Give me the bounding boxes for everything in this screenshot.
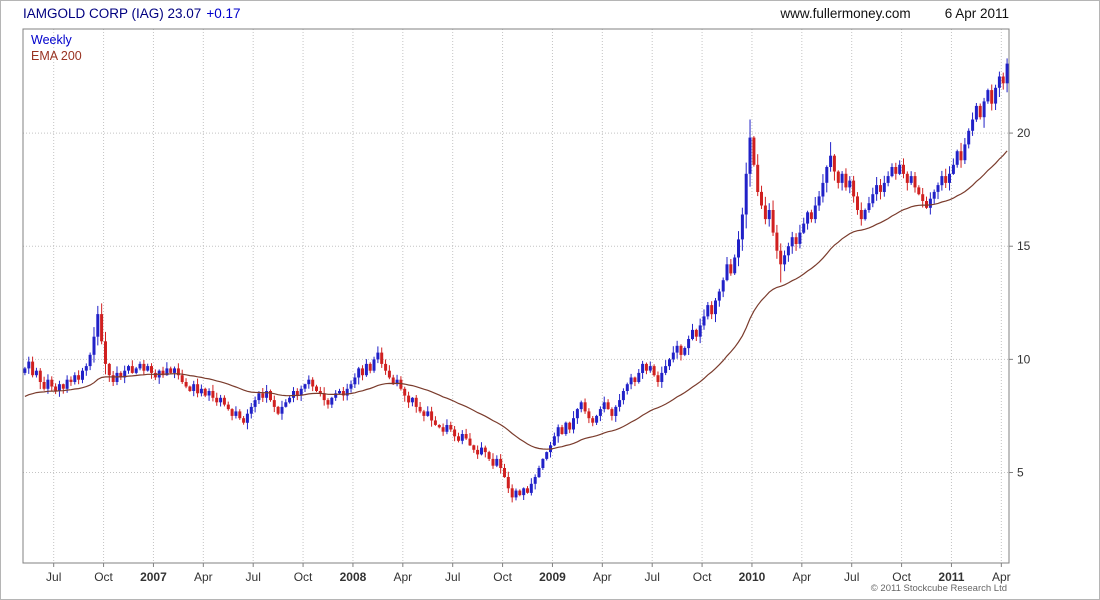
header-right: www.fullermoney.com 6 Apr 2011 [780,6,1009,21]
svg-text:Jul: Jul [844,570,859,584]
svg-text:20: 20 [1017,126,1031,140]
svg-text:Oct: Oct [294,570,313,584]
svg-text:Apr: Apr [593,570,612,584]
svg-text:2009: 2009 [539,570,566,584]
chart-header: IAMGOLD CORP (IAG) 23.07 +0.17 www.fuller… [23,6,1009,21]
svg-text:Jul: Jul [46,570,61,584]
svg-text:Jul: Jul [246,570,261,584]
date-text: 6 Apr 2011 [944,6,1009,21]
svg-text:5: 5 [1017,465,1024,479]
website-text: www.fullermoney.com [780,6,911,21]
svg-text:Apr: Apr [992,570,1011,584]
svg-text:10: 10 [1017,352,1031,366]
svg-text:Oct: Oct [94,570,113,584]
svg-text:Oct: Oct [493,570,512,584]
chart-title: IAMGOLD CORP (IAG) 23.07 +0.17 [23,6,240,21]
svg-text:Oct: Oct [892,570,911,584]
svg-text:Oct: Oct [693,570,712,584]
svg-text:15: 15 [1017,239,1031,253]
svg-text:Jul: Jul [645,570,660,584]
svg-text:2008: 2008 [340,570,367,584]
legend-ema-label: EMA 200 [31,49,82,63]
svg-text:2007: 2007 [140,570,167,584]
svg-text:2011: 2011 [938,570,964,584]
svg-text:2010: 2010 [739,570,766,584]
svg-text:Apr: Apr [393,570,412,584]
legend-weekly-label: Weekly [31,33,72,47]
svg-text:Jul: Jul [445,570,460,584]
svg-text:Apr: Apr [194,570,213,584]
copyright-text: © 2011 Stockcube Research Ltd [870,583,1007,594]
price-change: +0.17 [206,6,241,21]
ticker-and-price: IAMGOLD CORP (IAG) 23.07 [23,6,202,21]
svg-text:Apr: Apr [792,570,811,584]
chart-legend: Weekly EMA 200 [31,32,82,64]
